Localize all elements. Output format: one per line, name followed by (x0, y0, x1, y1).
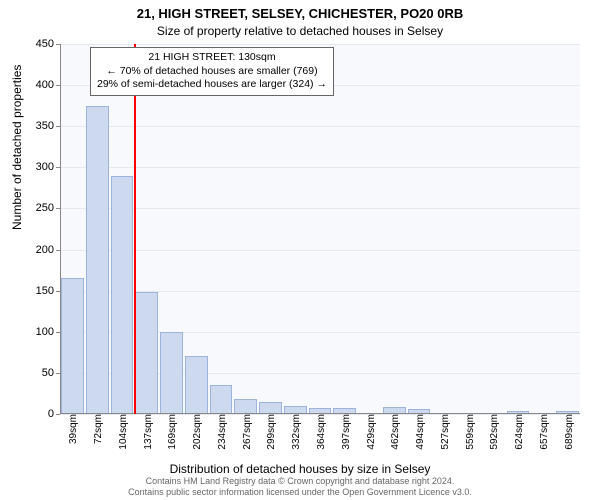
gridline (60, 167, 580, 168)
annotation-line: 21 HIGH STREET: 130sqm (97, 51, 327, 65)
plot-area: 05010015020025030035040045039sqm72sqm104… (60, 44, 580, 414)
x-tick-label: 104sqm (118, 414, 129, 450)
x-tick-label: 494sqm (415, 414, 426, 450)
footer-line-1: Contains HM Land Registry data © Crown c… (0, 476, 600, 487)
x-tick-label: 462sqm (390, 414, 401, 450)
x-tick-label: 169sqm (167, 414, 178, 450)
gridline (60, 250, 580, 251)
x-tick-label: 592sqm (489, 414, 500, 450)
x-tick-label: 234sqm (217, 414, 228, 450)
x-tick-label: 527sqm (440, 414, 451, 450)
x-tick-label: 72sqm (93, 414, 104, 444)
x-tick-label: 299sqm (266, 414, 277, 450)
x-tick-label: 332sqm (291, 414, 302, 450)
histogram-bar (160, 332, 183, 414)
x-tick-label: 39sqm (68, 414, 79, 444)
annotation-box: 21 HIGH STREET: 130sqm← 70% of detached … (90, 47, 334, 96)
footer-attribution: Contains HM Land Registry data © Crown c… (0, 476, 600, 498)
chart-subtitle: Size of property relative to detached ho… (0, 24, 600, 38)
histogram-bar (61, 278, 84, 414)
histogram-bar (86, 106, 109, 414)
histogram-bar (135, 292, 158, 414)
annotation-line: 29% of semi-detached houses are larger (… (97, 78, 327, 92)
x-axis-line (60, 413, 580, 414)
y-axis-line (60, 44, 61, 414)
gridline (60, 208, 580, 209)
histogram-bar (111, 176, 134, 414)
x-tick-label: 559sqm (465, 414, 476, 450)
x-tick-label: 429sqm (366, 414, 377, 450)
histogram-bar (210, 385, 233, 414)
histogram-bar (185, 356, 208, 414)
x-tick-label: 397sqm (341, 414, 352, 450)
x-tick-label: 624sqm (514, 414, 525, 450)
gridline (60, 126, 580, 127)
chart-title-address: 21, HIGH STREET, SELSEY, CHICHESTER, PO2… (0, 6, 600, 21)
annotation-line: ← 70% of detached houses are smaller (76… (97, 65, 327, 79)
gridline (60, 44, 580, 45)
property-size-chart: 21, HIGH STREET, SELSEY, CHICHESTER, PO2… (0, 0, 600, 500)
footer-line-2: Contains public sector information licen… (0, 487, 600, 498)
histogram-bar (234, 399, 257, 414)
y-axis-label: Number of detached properties (10, 65, 24, 230)
x-tick-label: 657sqm (539, 414, 550, 450)
x-tick-label: 137sqm (143, 414, 154, 450)
x-tick-label: 689sqm (564, 414, 575, 450)
x-axis-label: Distribution of detached houses by size … (0, 462, 600, 476)
x-tick-label: 364sqm (316, 414, 327, 450)
x-tick-label: 267sqm (242, 414, 253, 450)
property-marker-line (134, 44, 136, 414)
x-tick-label: 202sqm (192, 414, 203, 450)
